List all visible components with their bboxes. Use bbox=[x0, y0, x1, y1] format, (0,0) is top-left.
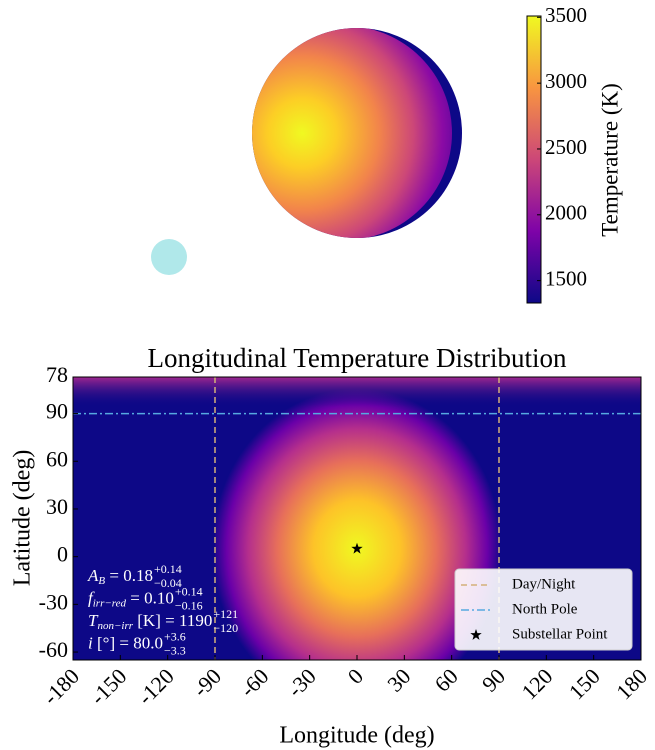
annotation-symbol: i bbox=[88, 633, 93, 652]
legend: Day/Night North Pole Substellar Point bbox=[454, 568, 633, 651]
colorbar-label: Temperature (K) bbox=[597, 83, 622, 237]
colorbar bbox=[526, 15, 542, 304]
star-disc bbox=[151, 239, 187, 275]
x-tick-label: 60 bbox=[430, 663, 463, 696]
substellar-point bbox=[351, 542, 363, 554]
x-tick-label: 90 bbox=[477, 663, 510, 696]
colorbar-tick-label: 1500 bbox=[545, 266, 587, 290]
annotation-symbol: T bbox=[88, 611, 99, 630]
x-tick-label: -60 bbox=[235, 663, 273, 701]
annotation-subscript: B bbox=[98, 575, 105, 587]
annotation-lower: −0.16 bbox=[175, 598, 203, 612]
annotation-value: = 0.10 bbox=[126, 588, 174, 607]
globe bbox=[151, 28, 462, 275]
annotation: i [°] = 80.0 bbox=[88, 633, 163, 652]
y-tick-label: -60 bbox=[39, 637, 68, 662]
colorbar-tick-label: 2500 bbox=[545, 135, 587, 159]
annotation-symbol: f bbox=[88, 588, 95, 607]
annotation-upper: +0.14 bbox=[175, 584, 203, 598]
globe-day bbox=[252, 28, 452, 238]
annotation-value: [°] = 80.0 bbox=[93, 633, 163, 652]
y-tick-label: 30 bbox=[46, 494, 68, 519]
annotation-lower: −3.3 bbox=[164, 643, 186, 657]
legend-label: North Pole bbox=[512, 601, 578, 617]
annotation-value: = 0.18 bbox=[105, 566, 153, 585]
y-tick-label: 78 bbox=[46, 362, 68, 387]
x-tick-label: -90 bbox=[188, 663, 226, 701]
legend-label: Substellar Point bbox=[512, 626, 608, 642]
annotation-upper: +121 bbox=[213, 607, 238, 621]
y-tick-label: 60 bbox=[46, 446, 68, 471]
annotation-lower: −0.04 bbox=[154, 576, 182, 590]
heatmap-dayside bbox=[215, 388, 499, 660]
annotation: Tnon−irr [K] = 1190 bbox=[88, 611, 212, 632]
x-tick-label: -30 bbox=[282, 663, 320, 701]
annotation-subscript: non−irr bbox=[97, 620, 133, 632]
heatmap-day-region bbox=[215, 388, 499, 660]
x-tick-label: 180 bbox=[611, 663, 652, 704]
annotation: firr−red = 0.10 bbox=[88, 588, 174, 609]
x-tick-label: 120 bbox=[516, 663, 557, 704]
annotation-subscript: irr−red bbox=[93, 597, 127, 609]
legend-marker bbox=[470, 629, 482, 640]
y-tick-label: 90 bbox=[46, 399, 68, 424]
annotation-upper: +0.14 bbox=[154, 562, 182, 576]
x-tick-label: -180 bbox=[38, 663, 84, 709]
y-tick-label: -30 bbox=[39, 589, 68, 614]
colorbar-tick-label: 3000 bbox=[545, 69, 587, 93]
x-tick-label: 30 bbox=[382, 663, 415, 696]
y-axis-label: Latitude (deg) bbox=[10, 450, 36, 587]
colorbar-tick-label: 2000 bbox=[545, 201, 587, 225]
chart-title: Longitudinal Temperature Distribution bbox=[147, 343, 567, 373]
x-tick-label: 150 bbox=[564, 663, 605, 704]
legend-label: Day/Night bbox=[512, 576, 576, 592]
y-tick-label: 0 bbox=[57, 542, 68, 567]
annotation-lower: −120 bbox=[213, 621, 238, 635]
x-tick-label: -120 bbox=[133, 663, 179, 709]
colorbar-tick-label: 3500 bbox=[545, 3, 587, 27]
annotation-value: [K] = 1190 bbox=[133, 611, 212, 630]
x-axis-label: Longitude (deg) bbox=[279, 723, 434, 749]
x-tick-label: 0 bbox=[343, 663, 368, 688]
annotation-upper: +3.6 bbox=[164, 629, 186, 643]
annotation-symbol: A bbox=[87, 566, 99, 585]
x-tick-label: -150 bbox=[85, 663, 131, 709]
legend-box bbox=[454, 568, 633, 651]
plot-area: -180 -150 -120 -90 -60 -30 0 30 60 90 120 150 180789… bbox=[38, 362, 652, 710]
annotation: AB = 0.18 bbox=[87, 566, 153, 587]
heatmap-top-band bbox=[73, 377, 641, 407]
